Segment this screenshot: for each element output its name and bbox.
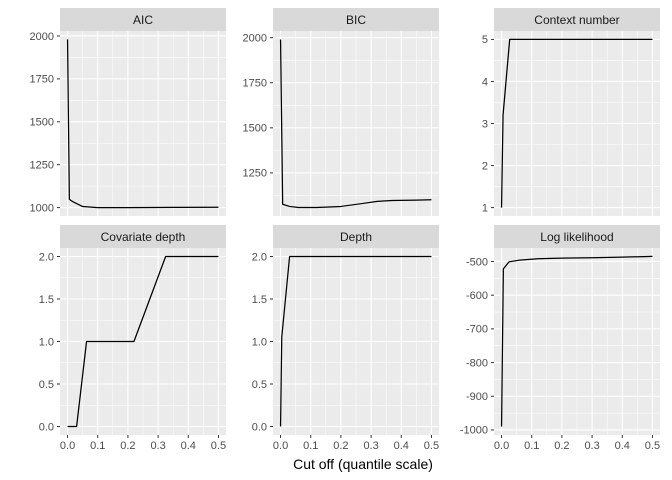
svg-text:-1000: -1000 [460, 425, 488, 437]
svg-text:0.5: 0.5 [424, 440, 439, 452]
facet-strip-context-number: Context number [494, 8, 660, 31]
svg-text:1000: 1000 [30, 202, 54, 214]
svg-text:-500: -500 [466, 256, 488, 268]
svg-text:1750: 1750 [30, 74, 54, 86]
facet-grid: AIC 1000 1250 1500 1750 2000 BIC 1250 1500 175… [0, 8, 672, 452]
facet-strip-covariate-depth: Covariate depth [60, 225, 226, 248]
svg-text:-600: -600 [466, 290, 488, 302]
svg-text:0.5: 0.5 [252, 379, 267, 391]
svg-text:1250: 1250 [30, 159, 54, 171]
facet-strip-log-likelihood: Log likelihood [494, 225, 660, 248]
svg-text:0.2: 0.2 [120, 440, 135, 452]
svg-text:0.5: 0.5 [645, 440, 660, 452]
svg-text:2.0: 2.0 [252, 251, 267, 263]
svg-text:0.0: 0.0 [252, 421, 267, 433]
svg-text:0.4: 0.4 [181, 440, 196, 452]
facet-strip-aic: AIC [60, 8, 226, 31]
facet-aic: AIC 1000 1250 1500 1750 2000 [0, 8, 226, 216]
svg-text:2.0: 2.0 [39, 251, 54, 263]
svg-text:0.0: 0.0 [60, 440, 75, 452]
svg-text:4: 4 [482, 76, 488, 88]
svg-text:2: 2 [482, 160, 488, 172]
panel-aic: 1000 1250 1500 1750 2000 [30, 31, 226, 216]
svg-text:1500: 1500 [30, 117, 54, 129]
svg-text:1250: 1250 [243, 168, 267, 180]
facet-depth: Depth 0.0 0.5 1.0 1.5 2.0 0.0 0.1 0.2 0.3 0.4 0.5 [226, 225, 439, 452]
x-axis-title: Cut off (quantile scale) [293, 456, 433, 472]
facet-context-number: Context number 1 2 3 4 5 [439, 8, 660, 216]
svg-text:0.2: 0.2 [333, 440, 348, 452]
panel-context-number: 1 2 3 4 5 [482, 31, 660, 216]
svg-text:1750: 1750 [243, 78, 267, 90]
svg-text:2000: 2000 [30, 31, 54, 43]
svg-text:0.2: 0.2 [554, 440, 569, 452]
svg-text:1500: 1500 [243, 123, 267, 135]
svg-text:0.5: 0.5 [211, 440, 226, 452]
svg-text:0.0: 0.0 [273, 440, 288, 452]
facet-log-likelihood: Log likelihood -1000 -900 -800 -700 -600 -500… [439, 225, 660, 452]
svg-text:0.1: 0.1 [90, 440, 105, 452]
svg-text:0.3: 0.3 [584, 440, 599, 452]
svg-text:1: 1 [482, 202, 488, 214]
facet-strip-depth: Depth [273, 225, 439, 248]
panel-bic: 1250 1500 1750 2000 [243, 31, 439, 216]
svg-text:3: 3 [482, 118, 488, 130]
svg-text:0.5: 0.5 [39, 379, 54, 391]
svg-text:-800: -800 [466, 357, 488, 369]
svg-text:0.4: 0.4 [394, 440, 409, 452]
svg-text:1.0: 1.0 [39, 336, 54, 348]
svg-text:0.1: 0.1 [524, 440, 539, 452]
svg-text:0.3: 0.3 [363, 440, 378, 452]
panel-covariate-depth: 0.0 0.5 1.0 1.5 2.0 0.0 0.1 0.2 0.3 0.4 0.5 [39, 248, 226, 452]
svg-text:0.1: 0.1 [303, 440, 318, 452]
svg-text:0.3: 0.3 [150, 440, 165, 452]
svg-text:0.0: 0.0 [39, 421, 54, 433]
svg-text:1.5: 1.5 [252, 294, 267, 306]
svg-text:2000: 2000 [243, 32, 267, 44]
svg-text:1.0: 1.0 [252, 336, 267, 348]
svg-text:0.0: 0.0 [494, 440, 509, 452]
svg-text:-900: -900 [466, 391, 488, 403]
svg-text:1.5: 1.5 [39, 294, 54, 306]
svg-text:-700: -700 [466, 324, 488, 336]
panel-depth: 0.0 0.5 1.0 1.5 2.0 0.0 0.1 0.2 0.3 0.4 0.5 [252, 248, 439, 452]
facet-bic: BIC 1250 1500 1750 2000 [226, 8, 439, 216]
svg-text:0.4: 0.4 [615, 440, 630, 452]
panel-log-likelihood: -1000 -900 -800 -700 -600 -500 0.0 0.1 0.2 0.3 0.4… [460, 248, 660, 452]
facet-covariate-depth: Covariate depth 0.0 0.5 1.0 1.5 2.0 0.0 0.1 0.2… [0, 225, 226, 452]
svg-text:5: 5 [482, 34, 488, 46]
facet-strip-bic: BIC [273, 8, 439, 31]
